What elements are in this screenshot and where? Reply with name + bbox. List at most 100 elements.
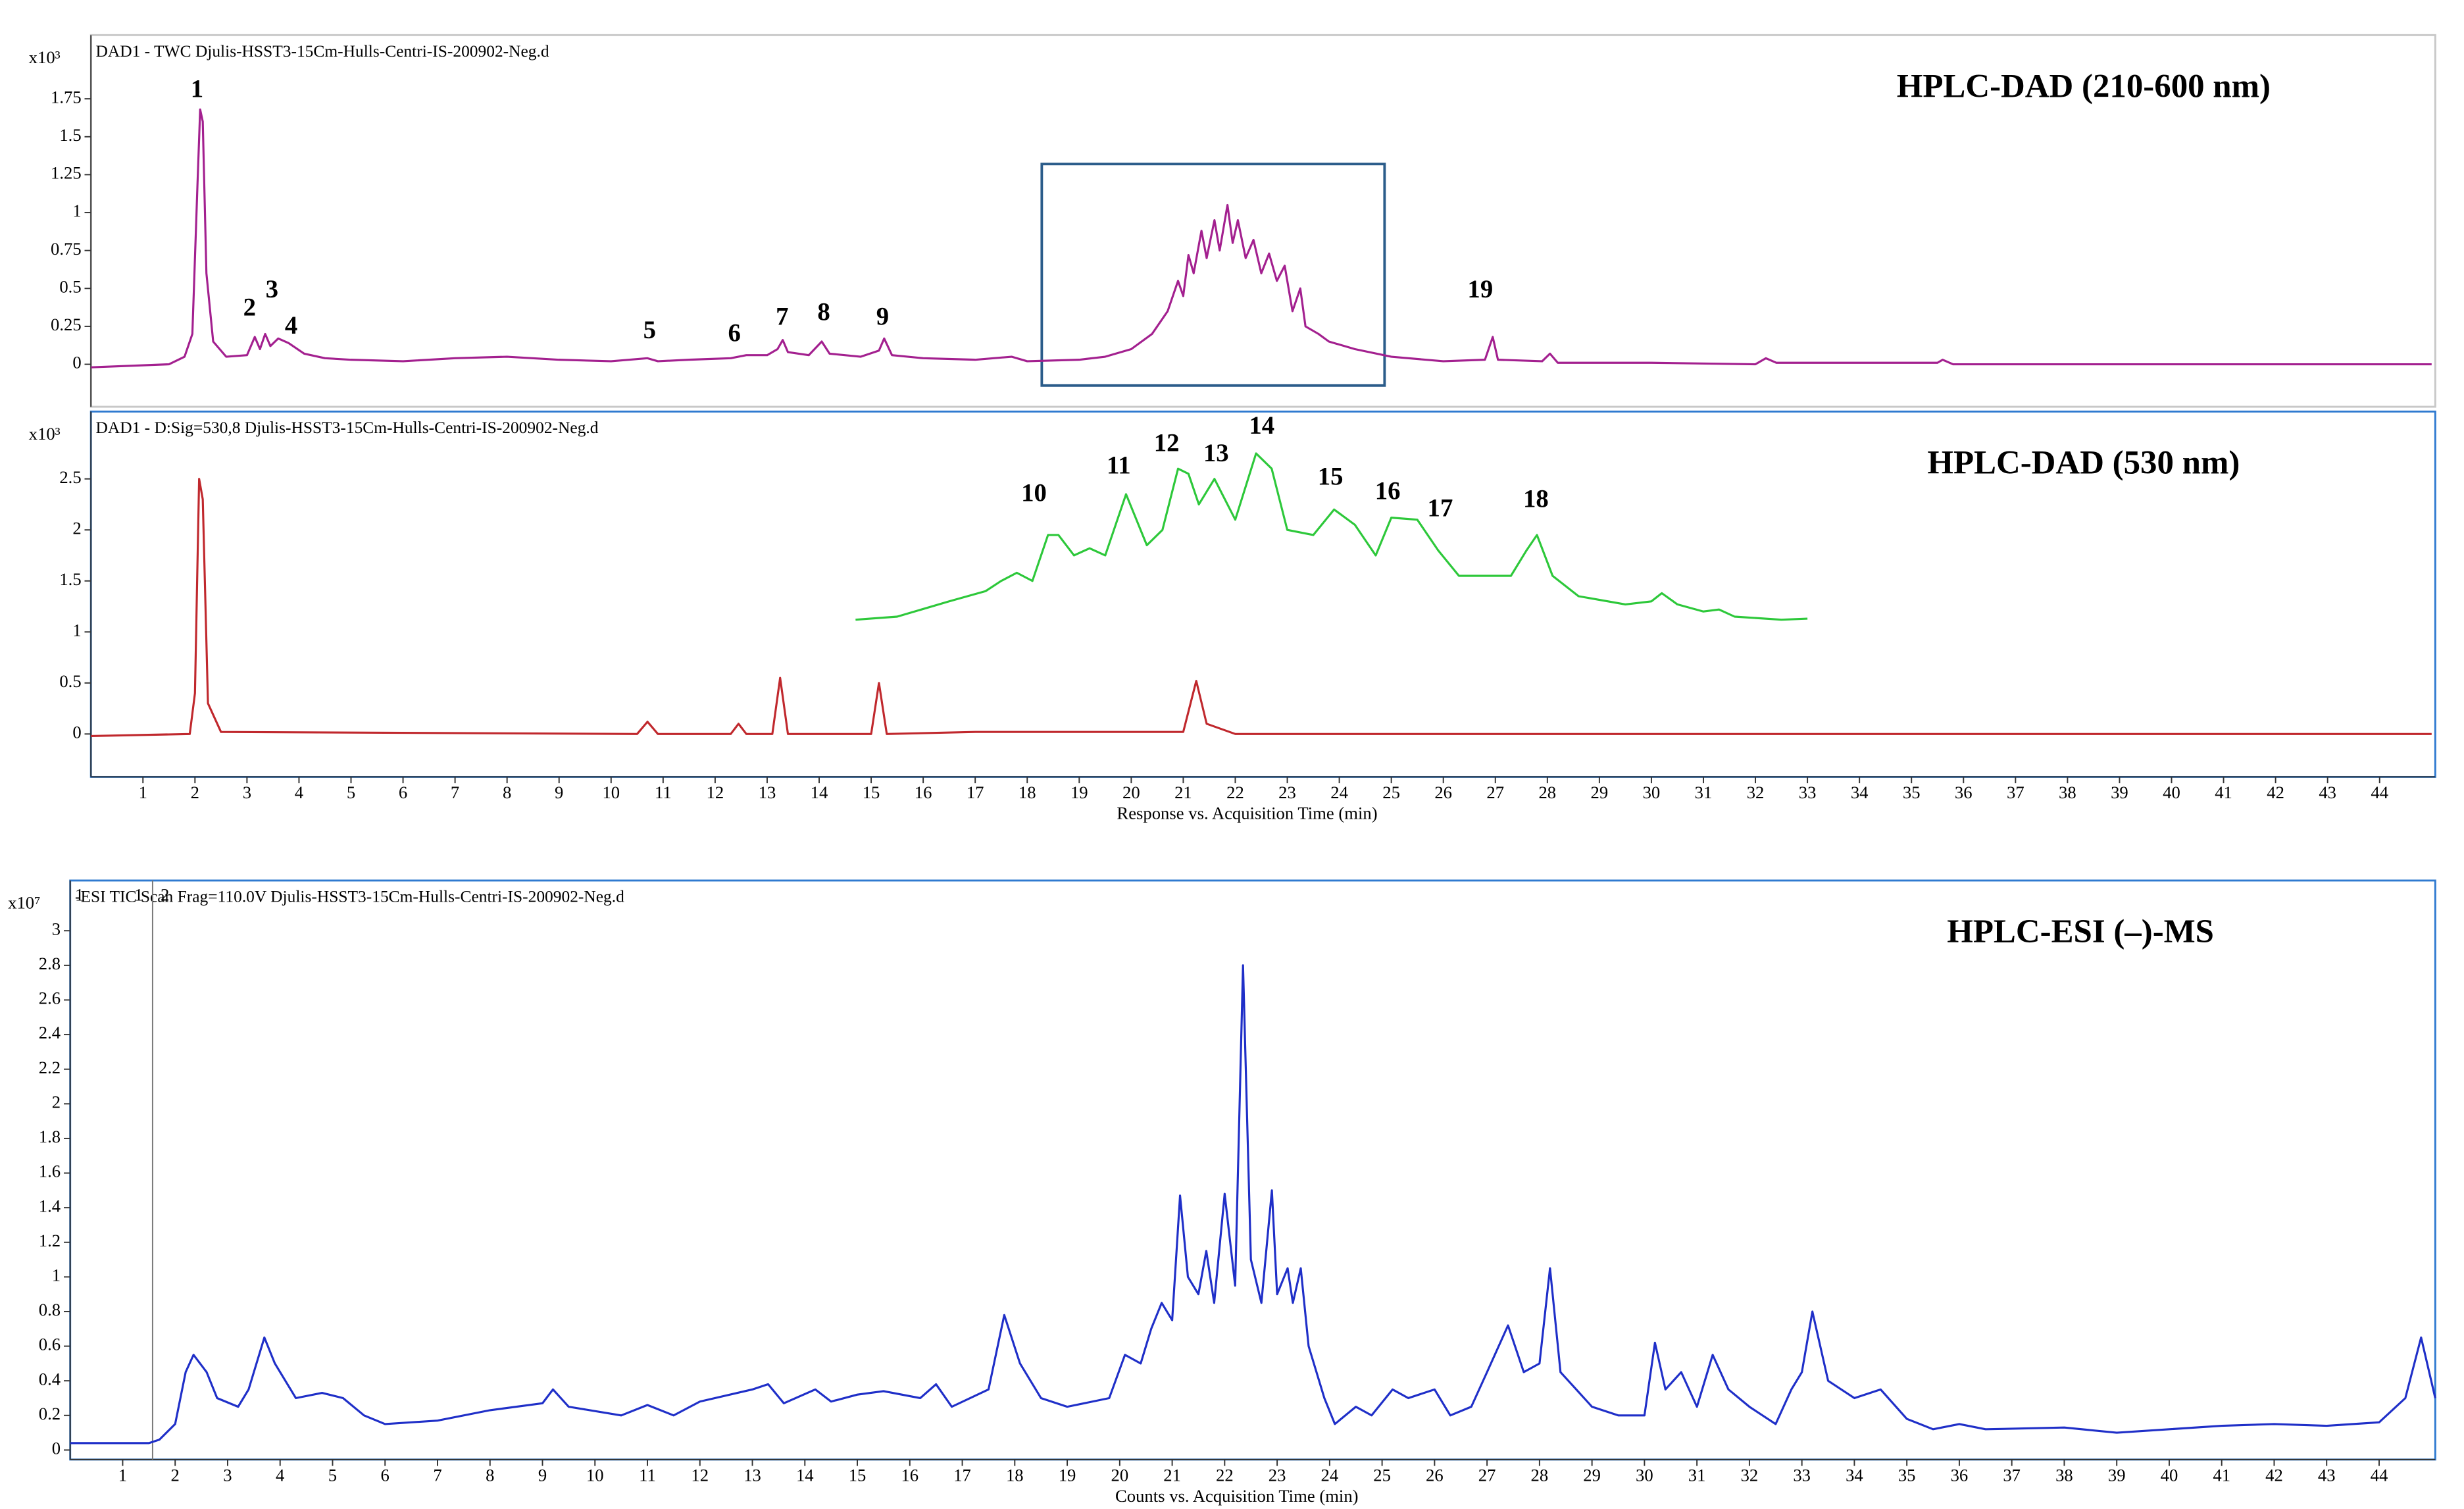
x-tick-label: 3 [223,1466,232,1485]
x-tick-label: 24 [1330,782,1348,802]
y-tick-label: 1.2 [39,1231,61,1250]
x-tick-label: 32 [1741,1466,1759,1485]
y-tick-label: 0.2 [39,1404,61,1423]
x-tick-label: 23 [1278,782,1296,802]
x-tick-label: 6 [399,782,407,802]
x-tick-label: 39 [2108,1466,2126,1485]
x-tick-label: 33 [1799,782,1817,802]
x-tick-label: 1 [118,1466,127,1485]
y-tick-label: 1 [72,201,81,220]
x-tick-label: 5 [347,782,355,802]
x-tick-label: 29 [1583,1466,1601,1485]
x-tick-label: 19 [1070,782,1088,802]
trace-line [70,964,2436,1445]
y-tick-label: 1 [72,620,81,640]
x-tick-label: 41 [2215,782,2232,802]
x-tick-label: 33 [1793,1466,1811,1485]
x-axis-label: Response vs. Acquisition Time (min) [1117,804,1377,823]
peak-label: 11 [1107,451,1131,480]
x-tick-label: 5 [328,1466,337,1485]
peak-label: 6 [728,319,740,347]
x-tick-label: 44 [2371,1466,2388,1485]
x-tick-label: 15 [863,782,880,802]
peak-label: 13 [1203,439,1229,467]
x-tick-label: 24 [1321,1466,1339,1485]
x-tick-label: 6 [381,1466,390,1485]
y-tick-label: 0.5 [59,671,81,691]
x-tick-label: 44 [2371,782,2388,802]
y-tick-label: 0.75 [51,239,82,259]
x-tick-label: 2 [171,1466,180,1485]
x-tick-label: 19 [1059,1466,1076,1485]
x-tick-label: 26 [1426,1466,1444,1485]
panel-header: DAD1 - TWC Djulis-HSST3-15Cm-Hulls-Centr… [95,41,549,61]
x-tick-label: 20 [1122,782,1140,802]
x-tick-label: 21 [1163,1466,1181,1485]
y-tick-label: 1.6 [39,1162,61,1181]
x-tick-label: 36 [1951,1466,1969,1485]
x-tick-label: 25 [1373,1466,1391,1485]
x-tick-label: 17 [953,1466,971,1485]
x-tick-label: 18 [1018,782,1036,802]
y-tick-label: 2.2 [39,1058,61,1077]
x-tick-label: 8 [503,782,511,802]
x-tick-label: 16 [915,782,932,802]
peak-label: 19 [1467,275,1493,303]
x-tick-label: 22 [1216,1466,1234,1485]
x-tick-label: 42 [2265,1466,2283,1485]
x-tick-label: 11 [639,1466,656,1485]
cursor-label: 1 [75,884,84,904]
x-tick-label: 20 [1111,1466,1128,1485]
x-tick-label: 40 [2161,1466,2178,1485]
x-tick-label: 4 [276,1466,284,1485]
x-tick-label: 3 [243,782,251,802]
x-tick-label: 22 [1226,782,1244,802]
y-tick-label: 1.4 [39,1196,61,1215]
highlight-box [1040,163,1386,387]
panel-title: HPLC-DAD (530 nm) [1927,444,2240,481]
y-tick-label: 2 [52,1092,61,1112]
x-tick-label: 37 [2003,1466,2021,1485]
x-tick-label: 32 [1747,782,1765,802]
x-tick-label: 34 [1846,1466,1863,1485]
x-tick-label: 40 [2163,782,2180,802]
x-tick-label: 11 [655,782,672,802]
y-tick-label: 2.6 [39,988,61,1008]
panel-title: HPLC-ESI (–)-MS [1947,913,2214,950]
x-tick-label: 15 [849,1466,867,1485]
y-tick-label: 0.25 [51,315,82,334]
peak-label: 18 [1523,485,1549,513]
x-tick-label: 10 [602,782,620,802]
peak-label: 15 [1318,463,1344,491]
x-tick-label: 38 [2059,782,2076,802]
x-tick-label: 35 [1903,782,1921,802]
panel-header: -ESI TIC Scan Frag=110.0V Djulis-HSST3-1… [75,886,624,906]
x-tick-label: 12 [691,1466,709,1485]
y-tick-label: 1.5 [59,125,81,145]
x-tick-label: 7 [433,1466,441,1485]
x-tick-label: 8 [486,1466,494,1485]
y-tick-label: 1.5 [59,569,81,589]
peak-label: 3 [266,275,278,303]
x-tick-label: 13 [743,1466,761,1485]
peak-label: 9 [876,302,889,330]
y-tick-label: 0 [72,353,81,372]
x-tick-label: 43 [2318,1466,2336,1485]
y-tick-label: 3 [52,919,61,938]
y-tick-label: 0.8 [39,1300,61,1319]
y-tick-label: 2.5 [59,467,81,487]
y-tick-label: 2.8 [39,954,61,973]
plot-frame [69,879,2436,1461]
y-multiplier: x10³ [29,47,61,67]
x-tick-label: 34 [1851,782,1869,802]
x-tick-label: 26 [1434,782,1452,802]
cursor-label: 2 [161,884,169,904]
x-tick-label: 16 [901,1466,918,1485]
x-tick-label: 21 [1174,782,1192,802]
x-tick-label: 9 [538,1466,547,1485]
x-tick-label: 27 [1478,1466,1496,1485]
x-tick-label: 9 [555,782,563,802]
x-tick-label: 4 [295,782,303,802]
cursor-label: 1 [134,884,143,904]
